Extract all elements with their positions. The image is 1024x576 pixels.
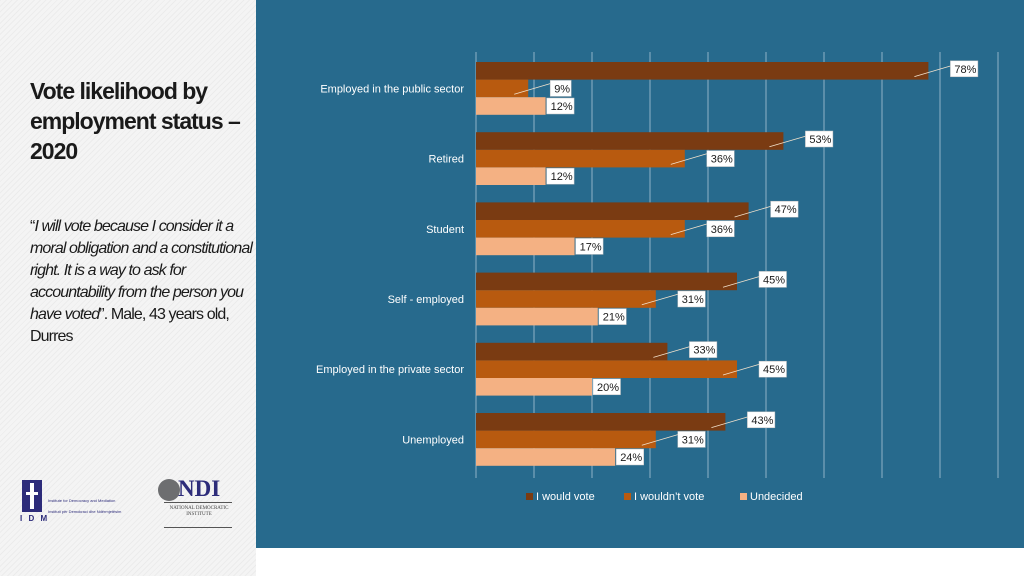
legend-label: I wouldn’t vote [634, 491, 704, 503]
category-label: Employed in the private sector [316, 364, 464, 376]
data-label: 78% [954, 64, 976, 76]
category-label: Employed in the public sector [320, 83, 464, 95]
data-label-box [706, 220, 735, 238]
data-label: 12% [551, 171, 573, 183]
ndi-logo-rule [164, 502, 232, 503]
globe-icon [158, 479, 180, 501]
label-leader-line [653, 346, 690, 358]
legend-label: I would vote [536, 491, 595, 503]
left-panel [0, 0, 256, 576]
quote-attribution: ”. Male, 43 years old, Durres [30, 306, 230, 345]
label-leader-line [722, 364, 760, 376]
data-label: 33% [693, 345, 715, 357]
data-label: 45% [763, 274, 785, 286]
ndi-logo-rule-bottom [164, 527, 232, 528]
label-leader-line [734, 206, 771, 218]
bar [476, 167, 546, 185]
data-label: 21% [603, 312, 625, 324]
data-label: 45% [763, 364, 785, 376]
data-label: 47% [775, 204, 797, 216]
bar [476, 430, 656, 449]
ndi-logo-subtitle: NATIONAL DEMOCRATIC INSTITUTE [169, 506, 229, 517]
bar [476, 62, 929, 80]
data-label: 17% [580, 241, 602, 253]
data-label: 43% [751, 415, 773, 427]
data-label-box [950, 60, 979, 78]
idm-logo-letters: I D M [20, 514, 50, 523]
data-label-box [575, 238, 604, 255]
data-label: 9% [554, 83, 570, 95]
category-label: Unemployed [402, 434, 464, 446]
data-label-box [770, 200, 799, 218]
bar [476, 360, 737, 378]
label-leader-line [914, 65, 951, 77]
idm-logo-subname: Instituti për Demokraci dhe Ndërmjetësim [48, 509, 122, 514]
quote-italic-text: I will vote because I consider it a mora… [30, 218, 253, 323]
data-label: 53% [809, 134, 831, 146]
legend-swatch [624, 493, 631, 500]
label-leader-line [514, 83, 551, 95]
bar [476, 132, 784, 150]
quote-open-mark: “ [30, 218, 35, 235]
data-label-box [677, 290, 706, 308]
data-label-box [706, 150, 735, 167]
ndi-logo-text: NDI [178, 476, 221, 501]
bar [476, 220, 685, 238]
bar [476, 237, 575, 256]
label-leader-line [641, 434, 678, 446]
bar [476, 378, 592, 396]
bar [476, 448, 616, 466]
data-label-box [549, 80, 572, 97]
bar [476, 202, 749, 220]
bottom-strip [280, 548, 1024, 576]
data-label-box [598, 308, 627, 325]
chart-panel: Employed in the public sector 78% 9% 12% Ret… [256, 0, 1024, 548]
bar [476, 272, 737, 291]
label-leader-line [670, 223, 707, 235]
idm-logo-name: Institute for Democracy and Mediation [48, 498, 116, 503]
data-label-box [615, 448, 644, 466]
data-label: 12% [551, 101, 573, 113]
data-label-box [592, 378, 621, 396]
label-leader-line [722, 276, 760, 288]
data-label-box [689, 341, 718, 358]
bar-chart: Employed in the public sector 78% 9% 12% Ret… [316, 52, 999, 503]
bar [476, 149, 685, 168]
label-leader-line [711, 416, 748, 428]
data-label-box [546, 167, 575, 185]
data-label-box [546, 97, 575, 115]
data-label: 24% [620, 452, 642, 464]
bar [476, 290, 656, 308]
idm-logo: I D M Institute for Democracy and Mediat… [18, 478, 138, 524]
data-label: 31% [682, 434, 704, 446]
data-label: 31% [682, 294, 704, 306]
bar [476, 79, 529, 98]
data-label-box [747, 411, 776, 429]
slide-title: Vote likelihood by employment status – 2… [30, 78, 241, 164]
data-label: 36% [711, 154, 733, 166]
ndi-logo: NDI NATIONAL DEMOCRATIC INSTITUTE [156, 476, 238, 532]
legend-swatch [526, 493, 533, 500]
data-label-box [758, 360, 787, 378]
legend-swatch [740, 493, 747, 500]
data-label: 20% [597, 382, 619, 394]
data-label-box [805, 130, 834, 148]
category-label: Student [426, 224, 464, 236]
category-label: Self - employed [388, 294, 464, 306]
label-leader-line [641, 293, 678, 306]
data-label-box [758, 271, 787, 288]
label-leader-line [769, 135, 806, 148]
legend-label: Undecided [750, 491, 803, 503]
idm-logo-icon [22, 480, 42, 512]
bar [476, 97, 546, 115]
respondent-quote: “I will vote because I consider it a mor… [30, 216, 256, 348]
bar [476, 342, 668, 361]
bar [476, 307, 598, 326]
label-leader-line [670, 153, 707, 165]
data-label-box [677, 431, 706, 448]
bar [476, 413, 726, 431]
category-label: Retired [429, 154, 464, 166]
data-label: 36% [711, 224, 733, 236]
